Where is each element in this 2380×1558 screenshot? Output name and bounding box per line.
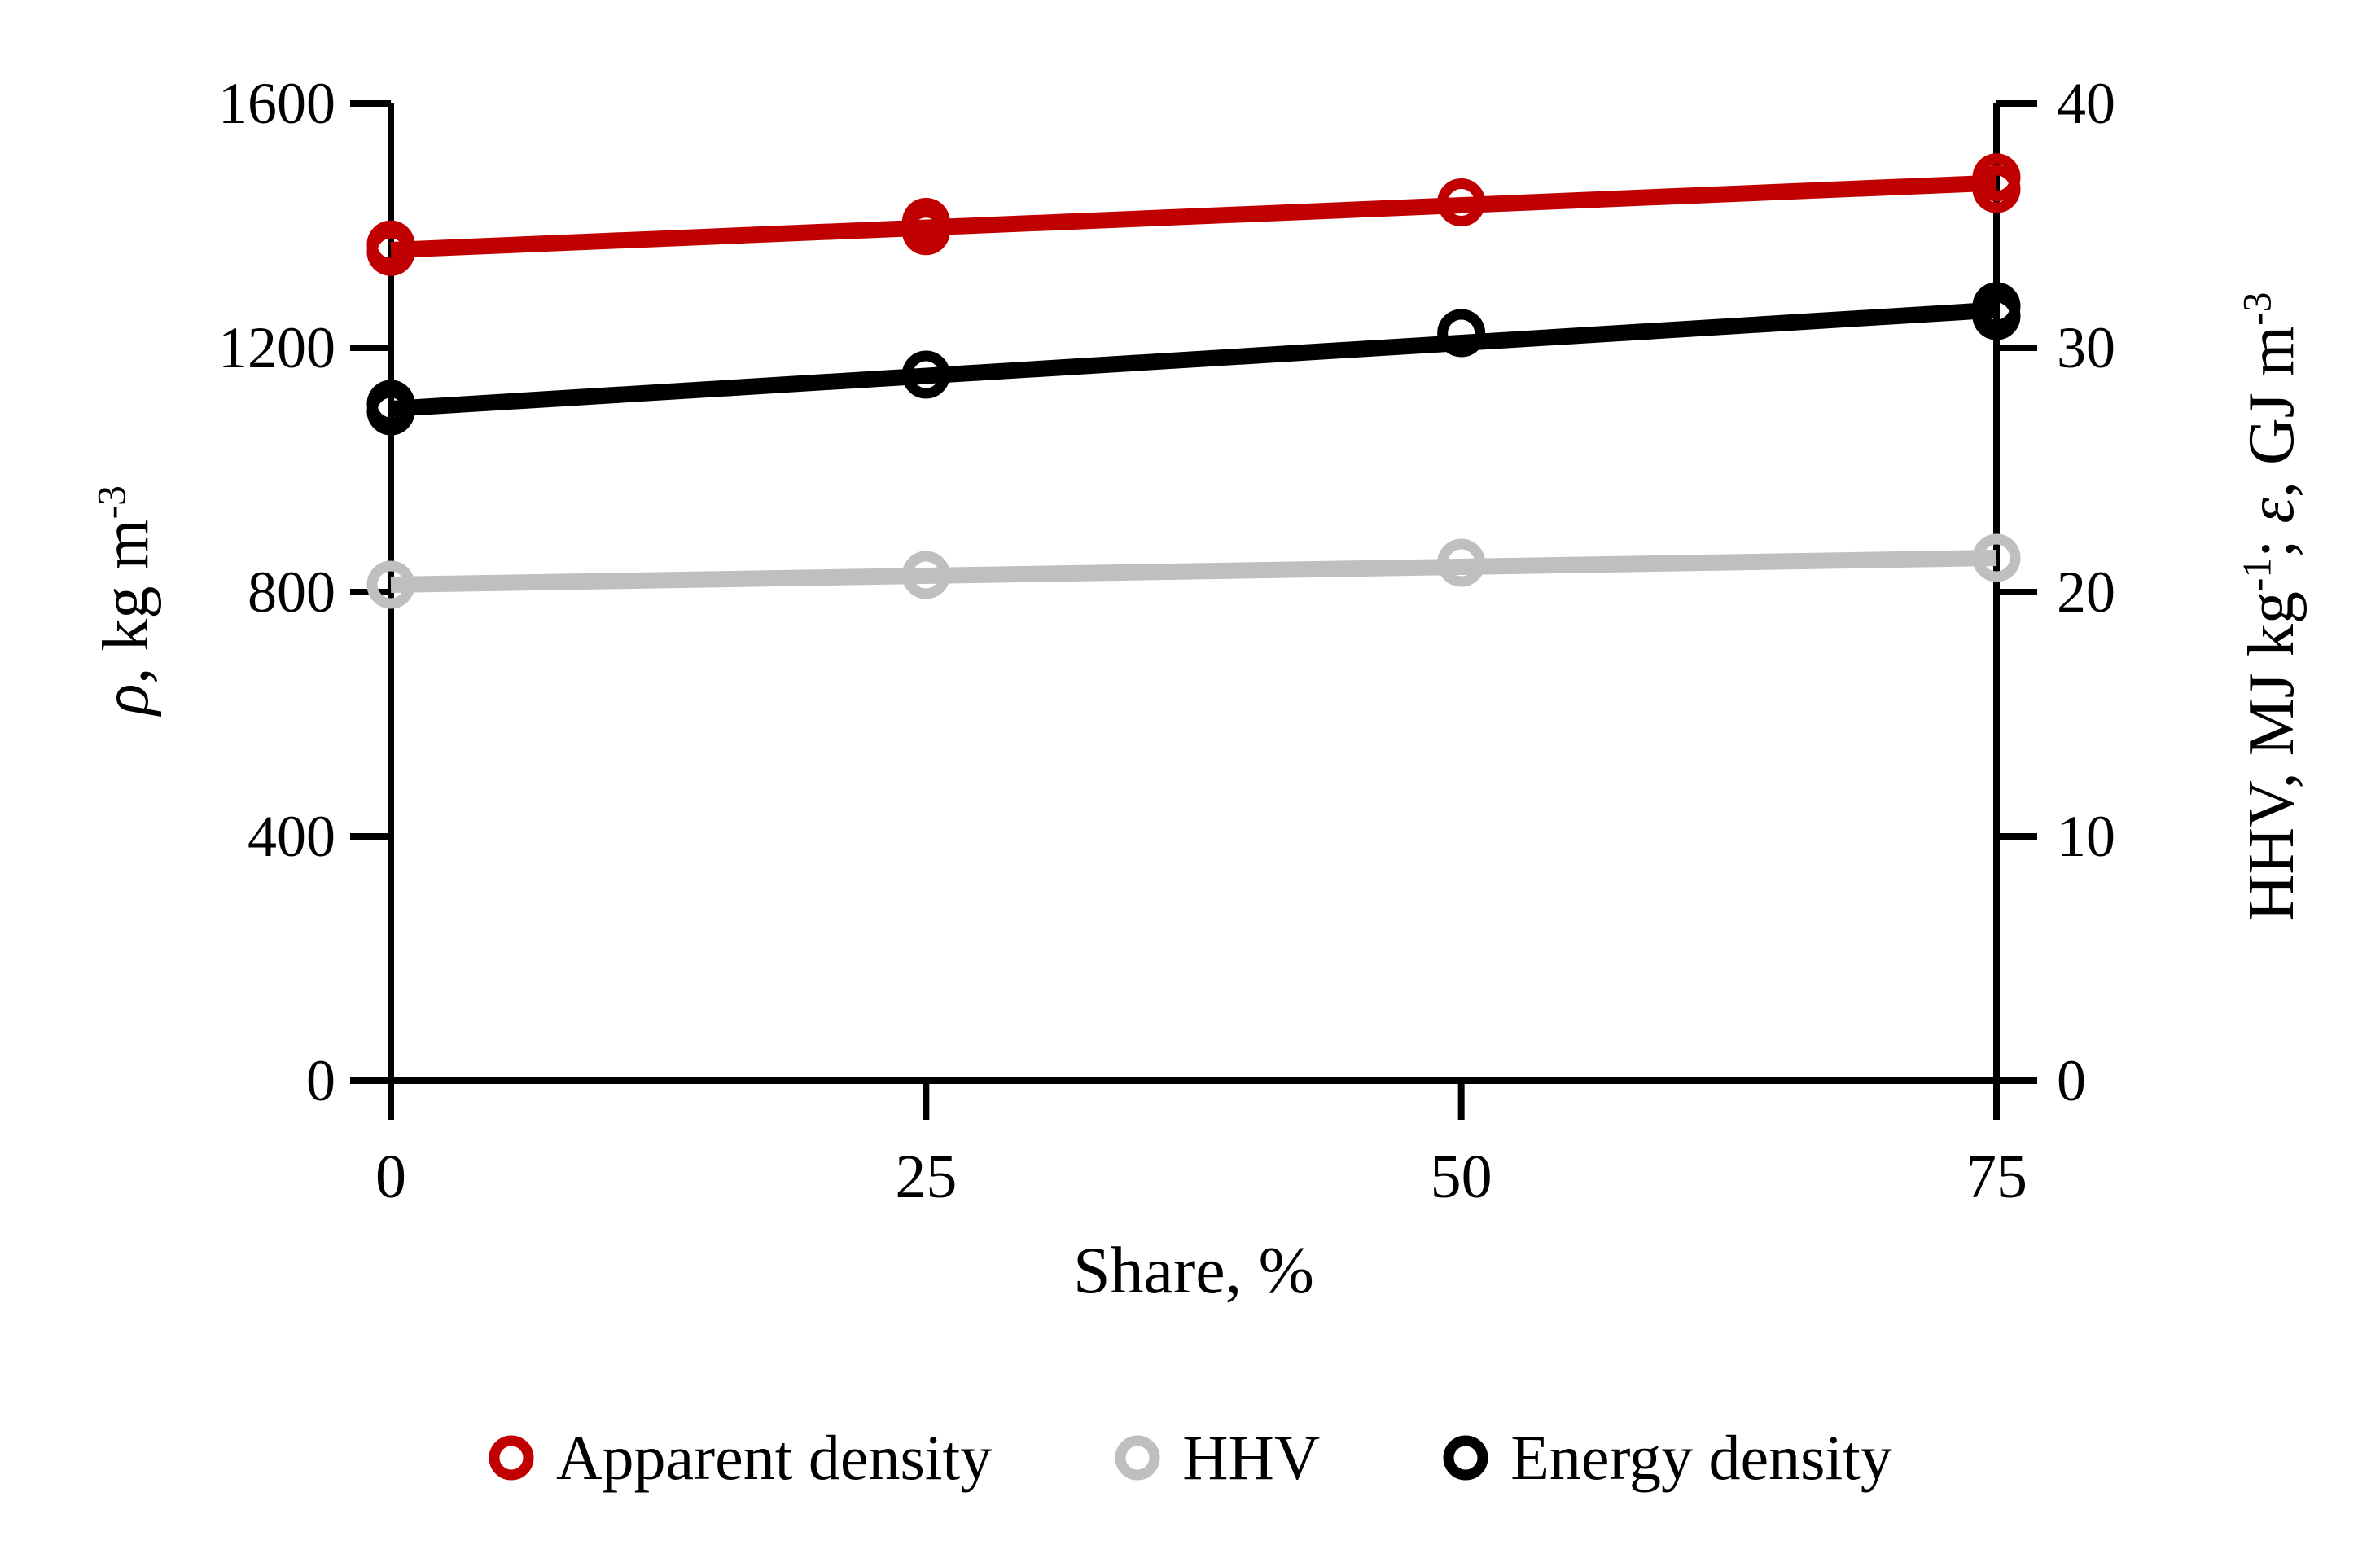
left-axis-tick-label: 1600 <box>218 71 335 136</box>
right-axis-tick-label: 0 <box>2057 1048 2086 1113</box>
epsilon-symbol: ε <box>2236 498 2308 524</box>
data-point-hhv <box>901 551 950 599</box>
trend-line-hhv <box>390 550 1997 593</box>
x-axis-tick-label: 25 <box>895 1143 957 1211</box>
trend-line-apparent-density <box>390 174 1997 258</box>
x-axis-tick-label: 0 <box>375 1143 406 1211</box>
legend-label: HHV <box>1182 1422 1321 1493</box>
right-axis-tick-label: 20 <box>2057 560 2115 625</box>
data-point-hhv <box>1437 538 1486 587</box>
open-circle-marker-icon <box>1115 1435 1160 1481</box>
left-axis-tick-label: 800 <box>248 560 335 625</box>
open-circle-marker-icon <box>1443 1435 1488 1481</box>
legend: Apparent density HHV Energy density <box>0 1405 2380 1511</box>
legend-item-apparent-density: Apparent density <box>488 1421 992 1494</box>
legend-item-energy-density: Energy density <box>1442 1421 1892 1494</box>
legend-label: Energy density <box>1510 1422 1892 1493</box>
right-axis-title: HHV, MJ kg-1; ε, GJ m-3 <box>2234 292 2308 922</box>
data-point-hhv <box>1972 533 2021 582</box>
legend-item-hhv: HHV <box>1114 1421 1320 1494</box>
data-point-energy-density <box>366 380 415 428</box>
open-circle-marker-icon <box>489 1435 534 1481</box>
data-point-energy-density <box>901 350 950 399</box>
x-axis-title: Share, % <box>1072 1233 1314 1307</box>
rho-symbol: ρ <box>90 683 162 715</box>
data-point-apparent-density <box>366 220 415 269</box>
right-axis-tick-label: 40 <box>2057 71 2115 136</box>
data-point-apparent-density <box>1437 178 1486 226</box>
left-axis-tick-label: 0 <box>306 1048 335 1113</box>
data-point-apparent-density <box>1972 153 2021 202</box>
data-point-apparent-density <box>901 198 950 246</box>
x-axis-tick-label: 75 <box>1966 1143 2027 1211</box>
x-axis-tick-label: 50 <box>1431 1143 1492 1211</box>
data-point-hhv <box>366 560 415 609</box>
left-axis-title: ρ, kg m-3 <box>89 485 162 715</box>
data-point-energy-density <box>1972 282 2021 331</box>
left-axis-tick-label: 1200 <box>218 315 335 380</box>
right-axis-tick-label: 30 <box>2057 315 2115 380</box>
right-axis-tick-label: 10 <box>2057 804 2115 869</box>
trend-line-energy-density <box>390 301 1997 417</box>
legend-label: Apparent density <box>556 1422 993 1493</box>
left-axis-tick-label: 400 <box>248 804 335 869</box>
data-point-energy-density <box>1437 309 1486 358</box>
